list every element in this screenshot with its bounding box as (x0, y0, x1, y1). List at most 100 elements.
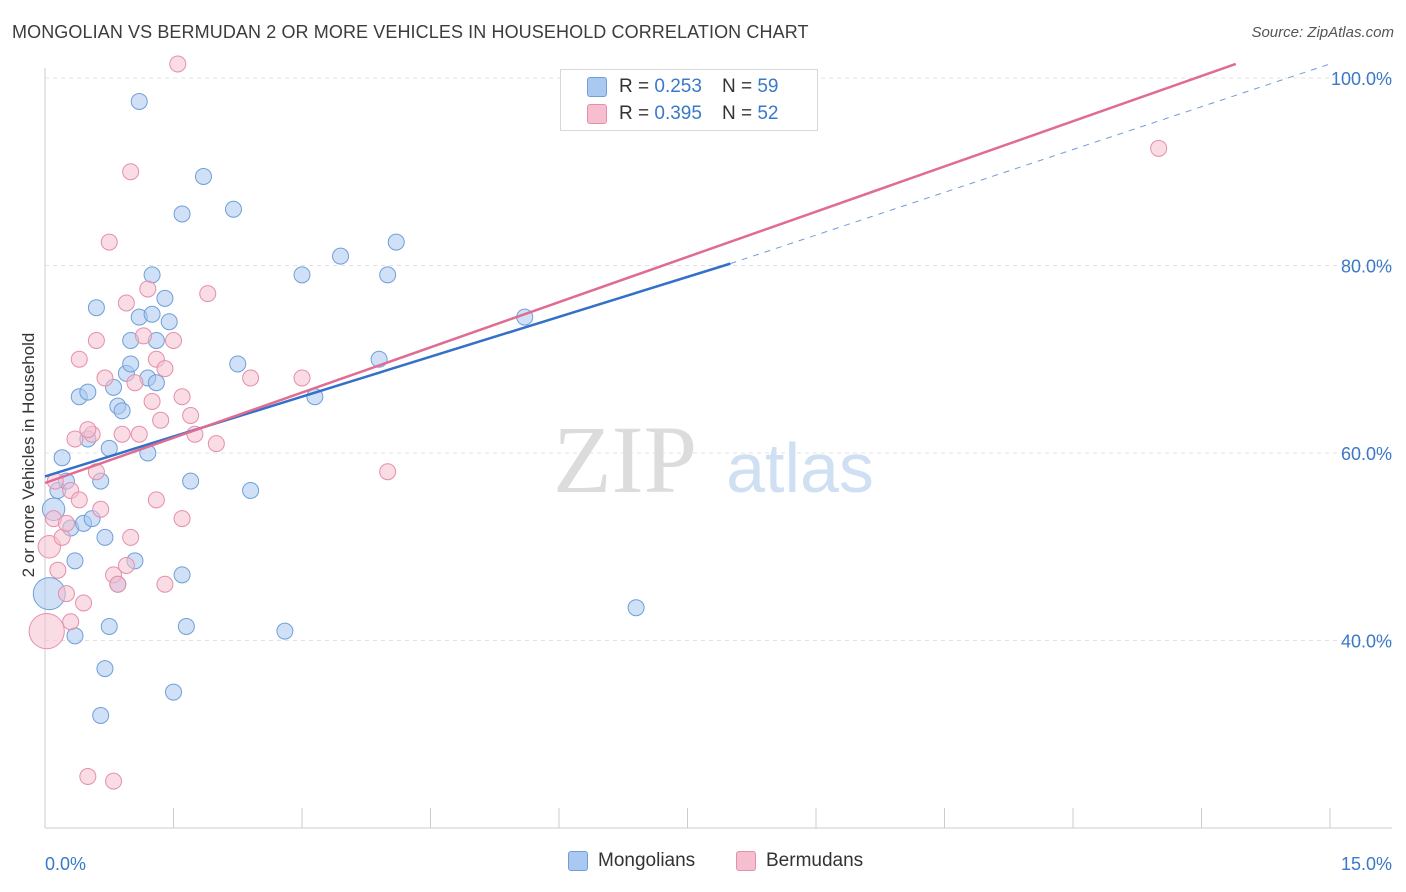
mongolian-point (173, 566, 191, 584)
mongolian-point (66, 627, 84, 645)
legend-row-bermudans: R = 0.395 N = 52 (587, 102, 778, 126)
chart-source: Source: ZipAtlas.com (1251, 24, 1394, 41)
mongolian-point (143, 305, 161, 323)
bermudan-point (1150, 139, 1168, 157)
mongolian-point (53, 449, 71, 467)
y-tick-label: 100.0% (1331, 69, 1392, 89)
bermudan-point (379, 463, 397, 481)
mongolian-point (147, 374, 165, 392)
mongolian-point (122, 355, 140, 373)
mongolian-point (130, 92, 148, 110)
bermudan-point (207, 435, 225, 453)
bermudans-trend-line (44, 62, 1237, 485)
legend-n-label: N = (721, 76, 753, 97)
legend-n-label: N = (721, 103, 753, 124)
legend-item-bermudans: Bermudans (736, 850, 863, 872)
watermark-zip: ZIP (553, 406, 697, 513)
bermudan-point (130, 425, 148, 443)
bermudan-point (57, 585, 75, 603)
bermudans-legend-swatch (736, 851, 756, 871)
y-tick-label: 80.0% (1341, 257, 1392, 277)
bermudan-point (49, 561, 67, 579)
watermark: ZIP atlas (553, 406, 874, 513)
grid-lines (45, 77, 1392, 641)
bermudan-point (79, 767, 97, 785)
bermudan-point (147, 491, 165, 509)
bermudan-point (66, 430, 84, 448)
mongolians-swatch (587, 77, 607, 97)
mongolian-point (379, 266, 397, 284)
legend-r-label: R = (619, 76, 650, 97)
bermudan-point (199, 285, 217, 303)
bermudan-point (105, 772, 123, 790)
mongolians-legend-swatch (568, 851, 588, 871)
y-tick-label: 60.0% (1341, 444, 1392, 464)
mongolian-point (165, 683, 182, 701)
bermudan-point (293, 369, 311, 387)
legend-r-value: 0.253 (654, 76, 702, 97)
bermudans-points (28, 55, 1168, 790)
bermudan-point (62, 613, 80, 631)
x-tick-label: 15.0% (1341, 854, 1392, 874)
mongolians-points (32, 92, 645, 724)
bermudan-point (75, 594, 93, 612)
mongolian-point (224, 200, 242, 218)
stats-legend: R = 0.253 N = 59 R = 0.395 N = 52 (560, 69, 818, 131)
legend-n-value: 52 (757, 103, 779, 124)
axes (44, 68, 1392, 829)
mongolians-trend-line (44, 262, 731, 478)
bermudan-point (143, 392, 161, 410)
bermudan-point (126, 374, 144, 392)
bermudan-point (117, 294, 135, 312)
mongolian-point (229, 355, 247, 373)
bermudan-point (109, 575, 127, 593)
mongolian-point (242, 482, 260, 499)
bermudan-point (156, 360, 174, 378)
mongolian-point (182, 472, 200, 490)
mongolian-point (627, 599, 645, 617)
series-legend: Mongolians Bermudans (0, 850, 1406, 878)
mongolian-point (194, 167, 212, 185)
bermudan-point (173, 388, 191, 406)
bermudan-point (117, 557, 135, 574)
mongolian-point (160, 313, 178, 331)
trend-lines (44, 62, 1331, 485)
bermudan-point (70, 350, 88, 368)
legend-r-label: R = (619, 103, 650, 124)
legend-n-value: 59 (757, 76, 779, 97)
bermudan-point (28, 613, 65, 650)
watermark-atlas: atlas (726, 429, 874, 507)
mongolian-point (177, 617, 195, 635)
mongolian-point (276, 622, 294, 640)
x-tick-label: 0.0% (45, 854, 86, 874)
bermudan-point (242, 369, 260, 387)
bermudan-point (152, 411, 170, 429)
bermudan-point (165, 332, 182, 349)
mongolian-point (173, 205, 191, 223)
bermudan-point (139, 280, 157, 298)
chart-title: MONGOLIAN VS BERMUDAN 2 OR MORE VEHICLES… (12, 22, 809, 42)
legend-item-mongolians: Mongolians (568, 850, 695, 872)
mongolian-point (156, 289, 174, 307)
bermudan-point (135, 327, 153, 345)
legend-bermudans-label: Bermudans (766, 850, 864, 871)
mongolian-point (96, 660, 114, 678)
y-tick-label: 40.0% (1341, 632, 1392, 652)
mongolian-point (293, 266, 311, 284)
mongolian-point (332, 247, 350, 265)
bermudan-point (173, 510, 191, 528)
legend-row-mongolians: R = 0.253 N = 59 (587, 75, 778, 99)
bermudan-point (70, 491, 88, 509)
mongolian-point (387, 233, 405, 251)
mongolian-point (66, 552, 84, 570)
bermudan-point (122, 163, 140, 181)
bermudan-point (79, 421, 97, 439)
mongolian-point (113, 402, 131, 420)
mongolian-point (100, 617, 118, 635)
bermudan-point (182, 407, 200, 424)
bermudan-point (100, 233, 118, 251)
bermudan-point (169, 55, 187, 73)
bermudan-point (87, 332, 105, 349)
bermudan-point (122, 528, 140, 546)
